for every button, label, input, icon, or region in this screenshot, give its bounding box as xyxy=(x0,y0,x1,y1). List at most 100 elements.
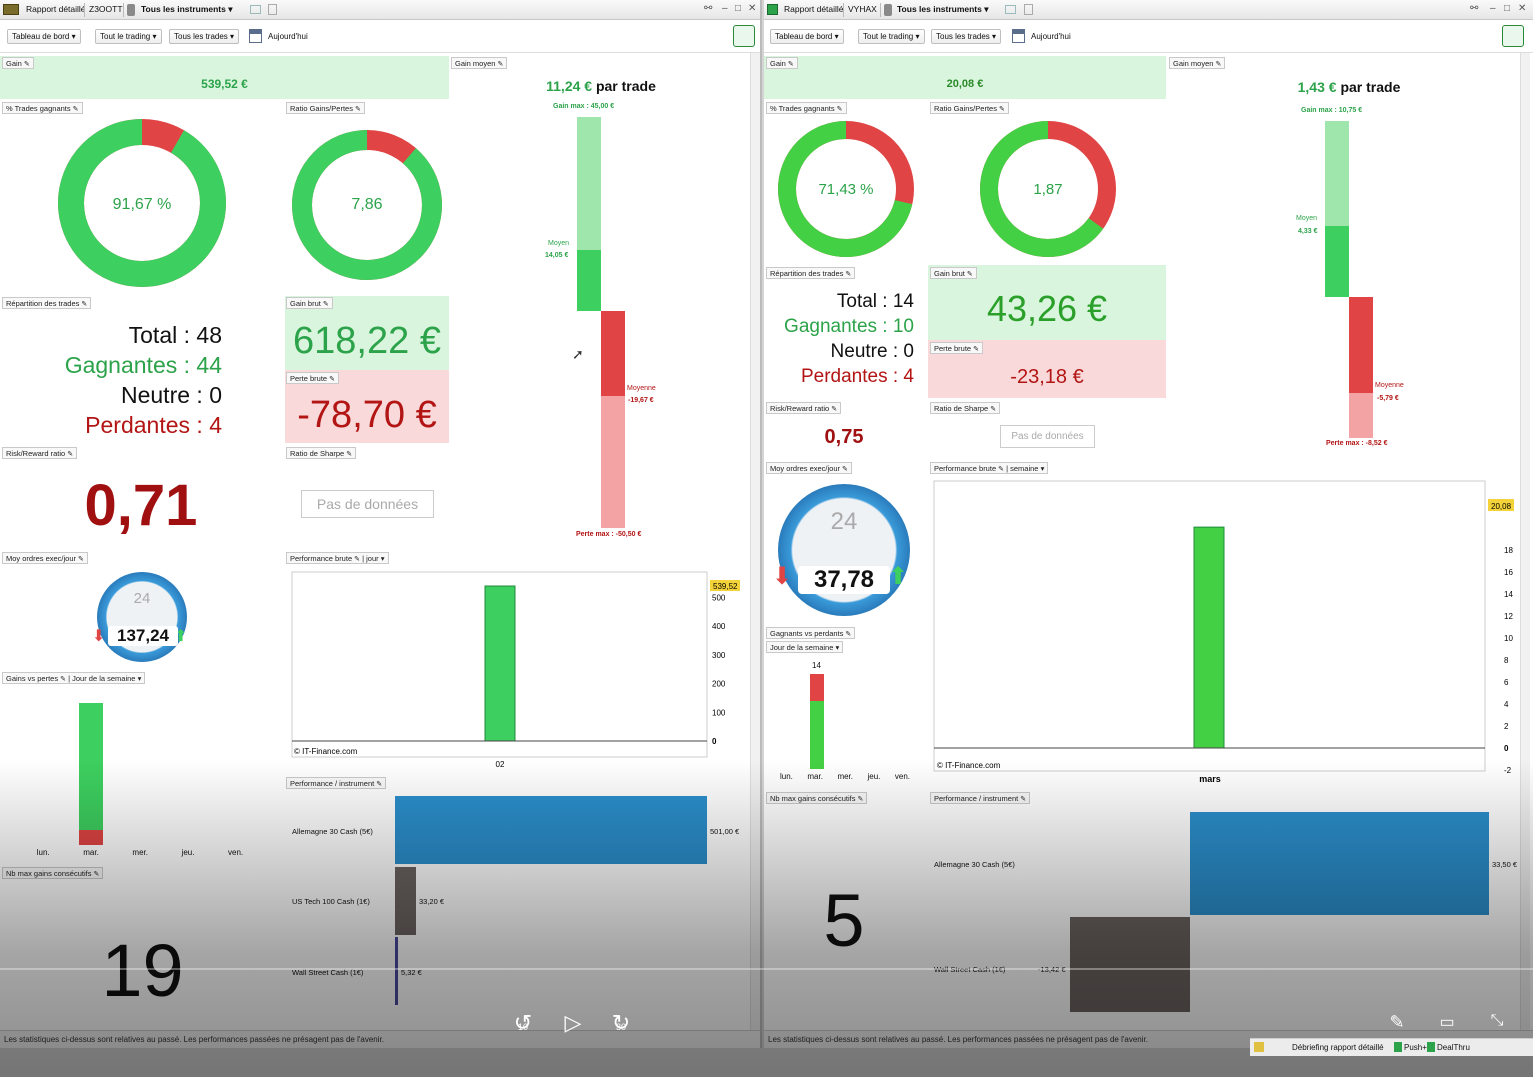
rr-label[interactable]: Risk/Reward ratio ✎ xyxy=(2,447,78,459)
ratio-donut xyxy=(980,121,1116,257)
ratio-label[interactable]: Ratio Gains/Pertes ✎ xyxy=(930,102,1009,114)
taskbar-item-3[interactable]: DealThru xyxy=(1437,1043,1470,1052)
dashboard-dropdown[interactable]: Tableau de bord ▾ xyxy=(770,29,844,44)
close-icon[interactable]: ✕ xyxy=(1518,3,1527,14)
gain-value: 20,08 € xyxy=(946,78,984,90)
report-icon[interactable] xyxy=(733,25,755,47)
titlebar: Rapport détaillé VYHAX Tous les instrume… xyxy=(764,0,1533,20)
gvp-label[interactable]: Gains vs pertes ✎ | Jour de la semaine ▾ xyxy=(2,672,146,684)
trading-dropdown[interactable]: Tout le trading ▾ xyxy=(95,29,162,44)
instrument-filter[interactable]: Tous les instruments ▾ xyxy=(897,4,989,14)
minimize-icon[interactable]: – xyxy=(722,3,728,14)
sharpe-no-data: Pas de données xyxy=(1000,425,1095,448)
perf-instr-label[interactable]: Performance / instrument ✎ xyxy=(930,792,1031,804)
link-icon[interactable]: ⚯ xyxy=(1470,3,1479,14)
gross-gain-value: 43,26 € xyxy=(986,288,1108,329)
avg-value: 14,05 € xyxy=(545,252,569,259)
sharpe-label[interactable]: Ratio de Sharpe ✎ xyxy=(286,447,357,459)
forward-button[interactable]: ↻ 30 xyxy=(611,1010,631,1035)
minimize-icon[interactable]: – xyxy=(1490,3,1496,14)
scrollbar[interactable] xyxy=(750,53,760,1038)
perf-label[interactable]: Performance brute ✎ | semaine ▾ xyxy=(930,462,1049,474)
pip-icon[interactable]: ▭ xyxy=(1439,1014,1455,1031)
gain-value: 539,52 € xyxy=(201,77,248,91)
loss-max-bar xyxy=(601,396,625,528)
trades-dropdown[interactable]: Tous les trades ▾ xyxy=(931,29,1002,44)
window-icon[interactable] xyxy=(250,5,261,14)
pct-win-label[interactable]: % Trades gagnants ✎ xyxy=(2,102,83,114)
progress-track[interactable] xyxy=(0,968,1533,970)
sharpe-label[interactable]: Ratio de Sharpe ✎ xyxy=(930,402,1001,414)
date-label[interactable]: Aujourd'hui xyxy=(268,32,308,41)
link-icon[interactable]: ⚯ xyxy=(704,3,713,14)
gain-widget xyxy=(764,56,1166,99)
repartition-label[interactable]: Répartition des trades ✎ xyxy=(766,267,856,279)
repartition-label[interactable]: Répartition des trades ✎ xyxy=(2,297,92,309)
calendar-icon[interactable] xyxy=(249,29,262,43)
close-icon[interactable]: ✕ xyxy=(748,3,757,14)
instrument-filter[interactable]: Tous les instruments ▾ xyxy=(141,4,233,14)
gvp-select[interactable]: Jour de la semaine ▾ xyxy=(766,641,844,653)
gain-max-label: Gain max : 45,00 € xyxy=(553,103,615,110)
maximize-icon[interactable]: □ xyxy=(1504,3,1511,14)
y-tick-label: 6 xyxy=(1504,678,1509,687)
flag-icon[interactable] xyxy=(1254,1042,1264,1052)
toolbar: Tableau de bord ▾ Tout le trading ▾ Tous… xyxy=(0,20,760,53)
window-icon[interactable] xyxy=(1005,5,1016,14)
pencil-icon[interactable]: ✎ xyxy=(1389,1012,1405,1032)
gvp-label[interactable]: Gagnants vs perdants ✎ xyxy=(766,627,856,639)
scrollbar[interactable] xyxy=(1520,53,1530,1038)
last-value: 539,52 xyxy=(713,582,738,591)
calendar-icon[interactable] xyxy=(1012,29,1025,43)
instr-bar-1 xyxy=(395,796,707,864)
page-icon[interactable] xyxy=(1024,4,1033,15)
perf-instr-label[interactable]: Performance / instrument ✎ xyxy=(286,777,387,789)
credit: © IT-Finance.com xyxy=(937,761,1001,770)
tab-title[interactable]: Rapport détaillé xyxy=(784,4,844,14)
taskbar-item-2[interactable]: Push+ xyxy=(1404,1043,1427,1052)
report-icon[interactable] xyxy=(1502,25,1524,47)
orders-label[interactable]: Moy ordres exec/jour ✎ xyxy=(766,462,852,474)
toolbar: Tableau de bord ▾ Tout le trading ▾ Tous… xyxy=(764,20,1533,53)
last-value-badge xyxy=(710,580,740,591)
gain-label[interactable]: Gain ✎ xyxy=(766,57,798,69)
y-tick-label: 100 xyxy=(712,708,726,717)
avg-gain-label[interactable]: Gain moyen ✎ xyxy=(1169,57,1226,69)
y-tick-label: 18 xyxy=(1504,546,1513,555)
trades-dropdown[interactable]: Tous les trades ▾ xyxy=(169,29,240,44)
perf-label[interactable]: Performance brute ✎ | jour ▾ xyxy=(286,552,389,564)
pct-win-donut xyxy=(58,119,226,287)
taskbar: Débriefing rapport détaillé Push+ DealTh… xyxy=(1250,1038,1533,1056)
gross-gain-label[interactable]: Gain brut ✎ xyxy=(286,297,333,309)
collapse-icon[interactable]: ⤡ xyxy=(1490,1012,1504,1029)
account-id[interactable]: VYHAX xyxy=(848,4,877,14)
rr-label[interactable]: Risk/Reward ratio ✎ xyxy=(766,402,842,414)
pct-win-label[interactable]: % Trades gagnants ✎ xyxy=(766,102,847,114)
taskbar-item-1[interactable]: Débriefing rapport détaillé xyxy=(1292,1043,1384,1052)
orders-label[interactable]: Moy ordres exec/jour ✎ xyxy=(2,552,88,564)
maxwins-value: 5 xyxy=(823,879,865,962)
date-label[interactable]: Aujourd'hui xyxy=(1031,32,1071,41)
rr-value: 0,75 xyxy=(824,426,864,448)
y-tick-label: 2 xyxy=(1504,722,1509,731)
tab-title[interactable]: Rapport détaillé xyxy=(26,4,86,14)
gain-label[interactable]: Gain ✎ xyxy=(2,57,34,69)
trading-dropdown[interactable]: Tout le trading ▾ xyxy=(858,29,925,44)
page-icon[interactable] xyxy=(268,4,277,15)
rewind-button[interactable]: ↺ 10 xyxy=(513,1010,533,1035)
loss-avg-value: -5,79 € xyxy=(1377,395,1399,402)
instr-value-2: 33,20 € xyxy=(419,897,445,906)
maximize-icon[interactable]: □ xyxy=(735,3,742,14)
gross-loss-label[interactable]: Perte brute ✎ xyxy=(286,372,339,384)
gross-loss-label[interactable]: Perte brute ✎ xyxy=(930,342,983,354)
maxwins-label[interactable]: Nb max gains consécutifs ✎ xyxy=(2,867,104,879)
gross-gain-label[interactable]: Gain brut ✎ xyxy=(930,267,977,279)
dashboard-dropdown[interactable]: Tableau de bord ▾ xyxy=(7,29,81,44)
neutral-row: Neutre : 0 xyxy=(830,341,914,362)
maxwins-label[interactable]: Nb max gains consécutifs ✎ xyxy=(766,792,868,804)
ratio-label[interactable]: Ratio Gains/Pertes ✎ xyxy=(286,102,365,114)
account-id[interactable]: Z3OOTT xyxy=(89,4,123,14)
play-button[interactable]: ▷ xyxy=(564,1010,582,1035)
left-report-window: Rapport détaillé Z3OOTT Tous les instrum… xyxy=(0,0,762,1048)
avg-gain-label[interactable]: Gain moyen ✎ xyxy=(451,57,508,69)
